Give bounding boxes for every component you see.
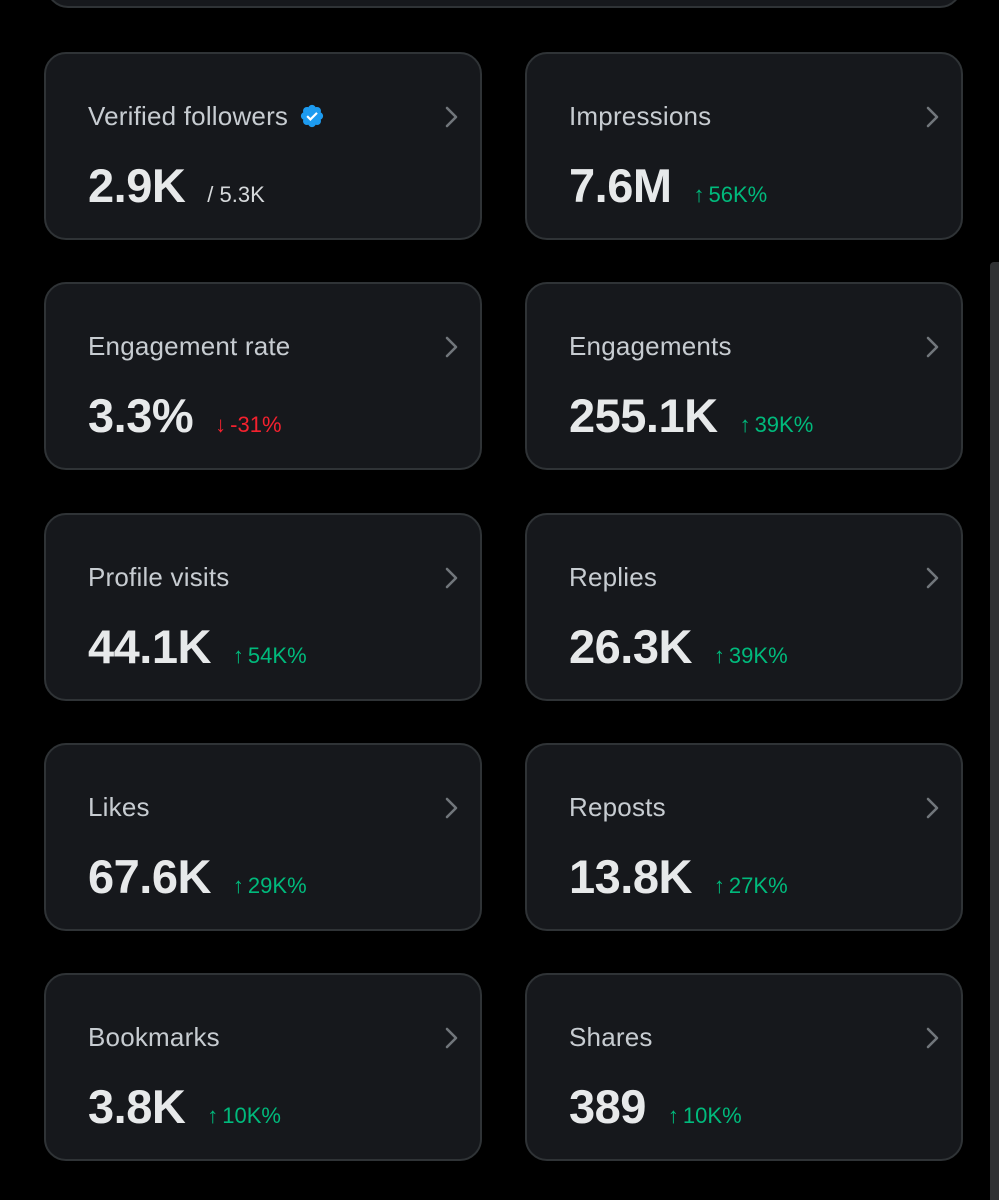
arrow-up-icon: ↑ bbox=[713, 873, 725, 898]
arrow-up-icon: ↑ bbox=[232, 643, 244, 668]
metric-delta: ↑ 10K% bbox=[667, 1103, 742, 1128]
metric-delta: ↑ 54K% bbox=[232, 643, 307, 668]
chevron-right-icon bbox=[445, 106, 458, 128]
arrow-up-icon: ↑ bbox=[232, 873, 244, 898]
metric-value: 26.3K bbox=[569, 620, 692, 673]
metric-label: Verified followers bbox=[88, 100, 289, 131]
metric-card-engagements[interactable]: Engagements 255.1K ↑ 39K% bbox=[525, 282, 963, 470]
metric-value: 3.8K bbox=[88, 1080, 186, 1133]
scrollbar[interactable] bbox=[990, 262, 999, 1200]
metric-card-engagement-rate[interactable]: Engagement rate 3.3% ↓ -31% bbox=[44, 282, 482, 470]
metric-label: Likes bbox=[88, 791, 150, 822]
metric-card-replies[interactable]: Replies 26.3K ↑ 39K% bbox=[525, 513, 963, 701]
metric-value: 67.6K bbox=[88, 850, 211, 903]
chevron-right-icon bbox=[445, 797, 458, 819]
metric-label: Engagement rate bbox=[88, 330, 291, 361]
arrow-up-icon: ↑ bbox=[693, 182, 705, 207]
metric-card-shares[interactable]: Shares 389 ↑ 10K% bbox=[525, 973, 963, 1161]
metric-total: / 5.3K bbox=[207, 182, 265, 207]
metric-card-bookmarks[interactable]: Bookmarks 3.8K ↑ 10K% bbox=[44, 973, 482, 1161]
verified-badge-icon bbox=[301, 104, 324, 128]
chevron-right-icon bbox=[926, 336, 939, 358]
arrow-up-icon: ↑ bbox=[667, 1103, 679, 1128]
metric-card-reposts[interactable]: Reposts 13.8K ↑ 27K% bbox=[525, 743, 963, 931]
chevron-right-icon bbox=[926, 106, 939, 128]
metric-card-profile-visits[interactable]: Profile visits 44.1K ↑ 54K% bbox=[44, 513, 482, 701]
metric-value: 7.6M bbox=[569, 159, 672, 212]
arrow-down-icon: ↓ bbox=[215, 412, 227, 437]
metric-delta: ↑ 39K% bbox=[739, 412, 814, 437]
metric-card-verified-followers[interactable]: Verified followers 2.9K / 5.3K bbox=[44, 52, 482, 240]
chevron-right-icon bbox=[445, 1027, 458, 1049]
chevron-right-icon bbox=[445, 336, 458, 358]
metric-label: Shares bbox=[569, 1021, 653, 1052]
previous-card-edge bbox=[46, 0, 962, 8]
metric-delta: ↑ 39K% bbox=[713, 643, 788, 668]
metric-value: 389 bbox=[569, 1080, 646, 1133]
metric-label: Profile visits bbox=[88, 561, 230, 592]
arrow-up-icon: ↑ bbox=[713, 643, 725, 668]
chevron-right-icon bbox=[445, 567, 458, 589]
chevron-right-icon bbox=[926, 797, 939, 819]
metric-delta: ↑ 56K% bbox=[693, 182, 768, 207]
metric-card-impressions[interactable]: Impressions 7.6M ↑ 56K% bbox=[525, 52, 963, 240]
metric-value: 255.1K bbox=[569, 389, 718, 442]
chevron-right-icon bbox=[926, 1027, 939, 1049]
metric-label: Replies bbox=[569, 561, 658, 592]
metric-label: Reposts bbox=[569, 791, 666, 822]
metric-delta: ↑ 10K% bbox=[207, 1103, 281, 1128]
metric-card-likes[interactable]: Likes 67.6K ↑ 29K% bbox=[44, 743, 482, 931]
metric-delta: ↑ 29K% bbox=[232, 873, 307, 898]
metric-value: 13.8K bbox=[569, 850, 692, 903]
metric-label: Engagements bbox=[569, 330, 732, 361]
metric-value: 44.1K bbox=[88, 620, 211, 673]
arrow-up-icon: ↑ bbox=[207, 1103, 219, 1128]
metric-delta: ↓ -31% bbox=[215, 412, 282, 437]
metric-label: Bookmarks bbox=[88, 1021, 220, 1052]
metric-value: 2.9K bbox=[88, 159, 186, 212]
metric-delta: ↑ 27K% bbox=[713, 873, 788, 898]
arrow-up-icon: ↑ bbox=[739, 412, 751, 437]
metric-value: 3.3% bbox=[88, 389, 194, 442]
chevron-right-icon bbox=[926, 567, 939, 589]
metric-label: Impressions bbox=[569, 100, 712, 131]
